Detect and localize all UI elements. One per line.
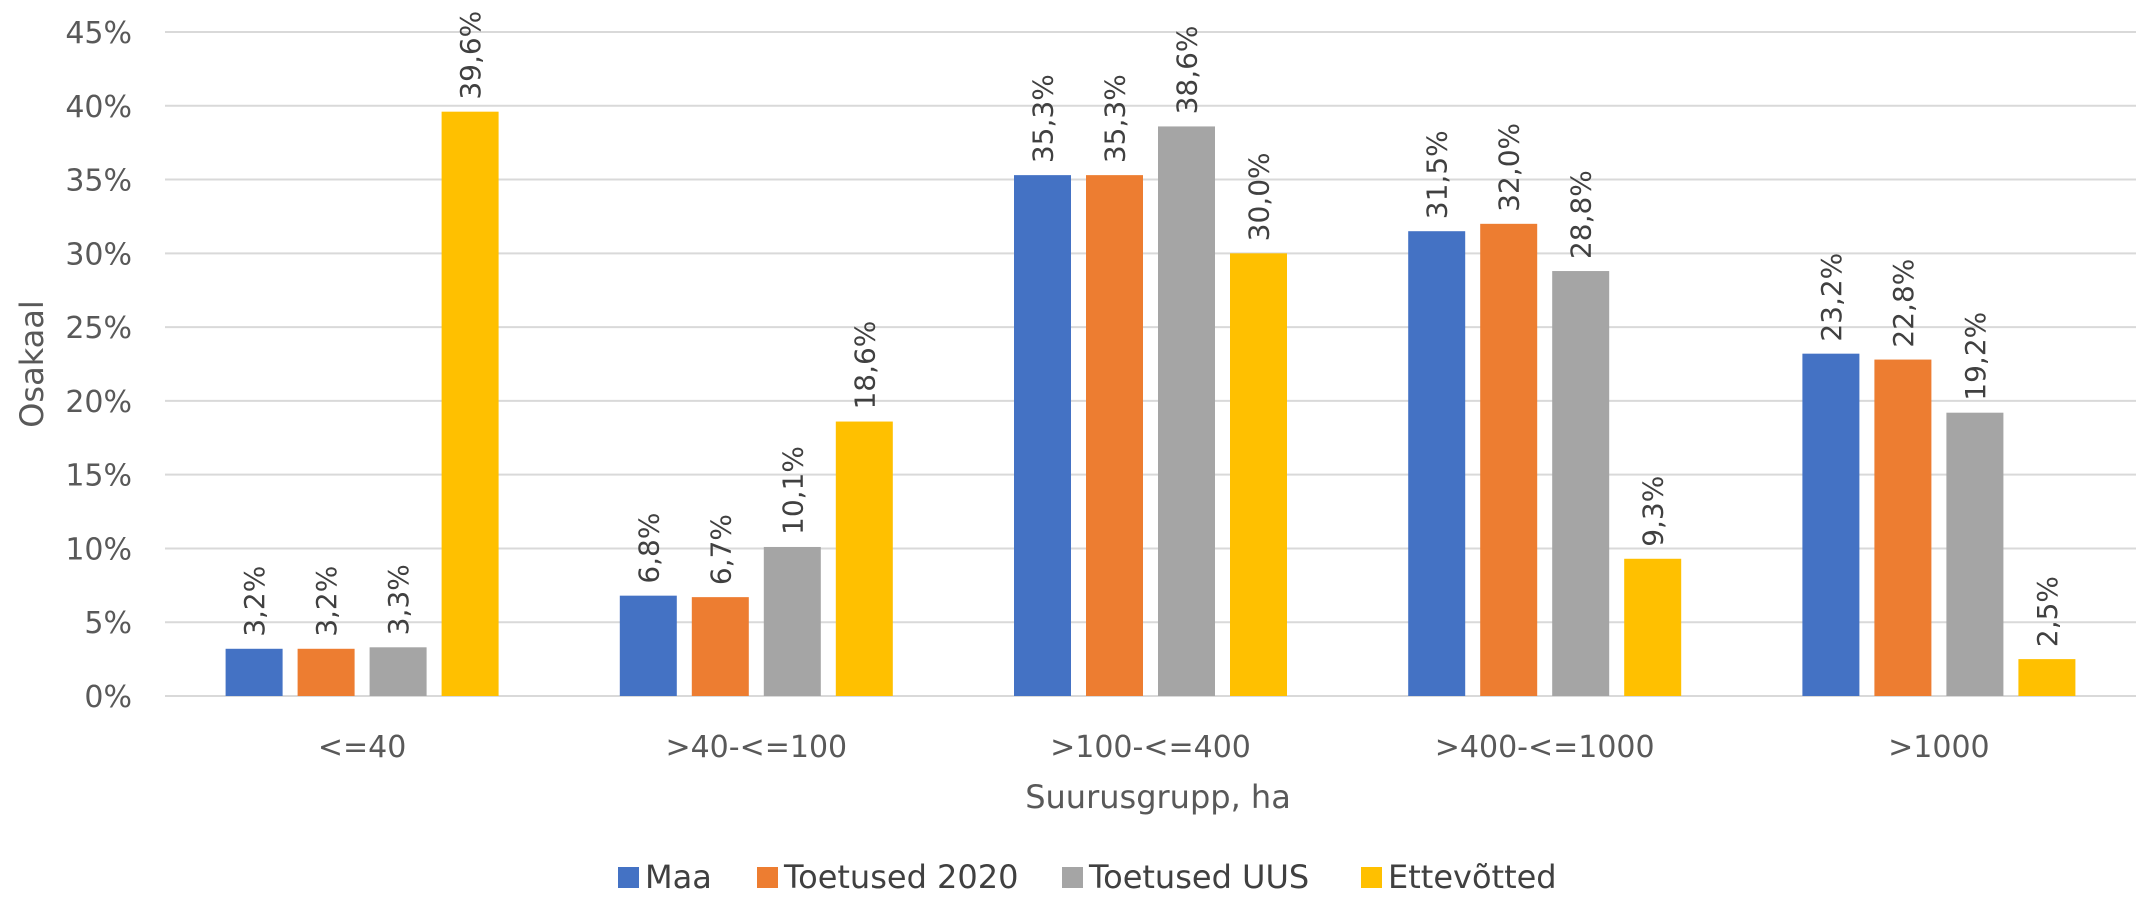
legend-label: Maa bbox=[645, 858, 712, 896]
y-tick-label: 0% bbox=[84, 680, 132, 715]
bar bbox=[1230, 253, 1287, 697]
bar bbox=[1480, 223, 1538, 697]
bars bbox=[225, 111, 2076, 697]
legend-swatch bbox=[1062, 867, 1083, 888]
y-tick-label: 15% bbox=[65, 459, 132, 494]
data-labels: 3,2% 3,2% 3,3% 39,6% 6,8% 6,7% 10,1% 18,6% 35,3%… bbox=[238, 11, 2064, 647]
x-tick-label: >400-<=1000 bbox=[1435, 730, 1655, 765]
y-axis-title: Osakaal bbox=[13, 300, 51, 428]
bar bbox=[225, 648, 283, 696]
bar bbox=[441, 111, 499, 697]
y-tick-label: 20% bbox=[65, 385, 132, 420]
bar bbox=[1802, 353, 1860, 696]
data-label: 35,3% bbox=[1027, 74, 1060, 163]
data-label: 9,3% bbox=[1637, 476, 1670, 547]
legend-label: Toetused UUS bbox=[1088, 858, 1309, 896]
y-tick-label: 5% bbox=[84, 606, 132, 641]
x-axis-title: Suurusgrupp, ha bbox=[1025, 778, 1291, 816]
bar bbox=[1946, 412, 2004, 696]
x-axis-categories: <=40 >40-<=100 >100-<=400 >400-<=1000 >1000 bbox=[318, 730, 1990, 765]
bar bbox=[297, 648, 355, 696]
y-tick-label: 40% bbox=[65, 90, 132, 125]
bar bbox=[1158, 126, 1215, 697]
data-label: 3,3% bbox=[382, 564, 415, 635]
data-label: 18,6% bbox=[848, 321, 881, 410]
data-label: 23,2% bbox=[1815, 253, 1848, 342]
bar bbox=[763, 546, 821, 696]
bar bbox=[369, 647, 427, 696]
y-tick-label: 10% bbox=[65, 532, 132, 567]
bar bbox=[1874, 359, 1932, 696]
data-label: 39,6% bbox=[454, 11, 487, 100]
y-axis-ticks: 0% 5% 10% 15% 20% 25% 30% 35% 40% 45% bbox=[65, 16, 132, 715]
data-label: 35,3% bbox=[1099, 74, 1132, 163]
bar bbox=[835, 421, 893, 696]
data-label: 3,2% bbox=[238, 566, 271, 637]
legend-swatch bbox=[1361, 867, 1382, 888]
x-tick-label: >40-<=100 bbox=[665, 730, 847, 765]
data-label: 2,5% bbox=[2031, 576, 2064, 647]
bar bbox=[1624, 558, 1682, 696]
bar bbox=[1014, 175, 1071, 696]
legend-label: Ettevõtted bbox=[1388, 858, 1557, 896]
data-label: 3,2% bbox=[310, 566, 343, 637]
data-label: 28,8% bbox=[1565, 170, 1598, 259]
bar bbox=[1552, 271, 1610, 696]
x-tick-label: >1000 bbox=[1888, 730, 1989, 765]
y-tick-label: 30% bbox=[65, 237, 132, 272]
x-tick-label: <=40 bbox=[318, 730, 406, 765]
data-label: 31,5% bbox=[1421, 130, 1454, 219]
bar bbox=[2018, 659, 2076, 696]
legend-label: Toetused 2020 bbox=[783, 858, 1018, 896]
y-tick-label: 35% bbox=[65, 164, 132, 199]
data-label: 19,2% bbox=[1959, 312, 1992, 401]
legend-swatch bbox=[757, 867, 778, 888]
bar bbox=[619, 595, 677, 696]
data-label: 30,0% bbox=[1243, 152, 1276, 241]
data-label: 22,8% bbox=[1887, 259, 1920, 348]
y-tick-label: 45% bbox=[65, 16, 132, 51]
bar bbox=[691, 597, 749, 696]
legend-swatch bbox=[618, 867, 639, 888]
data-label: 38,6% bbox=[1171, 25, 1204, 114]
data-label: 6,7% bbox=[704, 514, 737, 585]
data-label: 6,8% bbox=[632, 513, 665, 584]
y-tick-label: 25% bbox=[65, 311, 132, 346]
data-label: 10,1% bbox=[776, 446, 809, 535]
data-label: 32,0% bbox=[1493, 123, 1526, 212]
bar bbox=[1086, 175, 1143, 696]
legend: Maa Toetused 2020 Toetused UUS Ettevõtted bbox=[618, 858, 1557, 896]
x-tick-label: >100-<=400 bbox=[1050, 730, 1251, 765]
bar bbox=[1408, 231, 1466, 696]
